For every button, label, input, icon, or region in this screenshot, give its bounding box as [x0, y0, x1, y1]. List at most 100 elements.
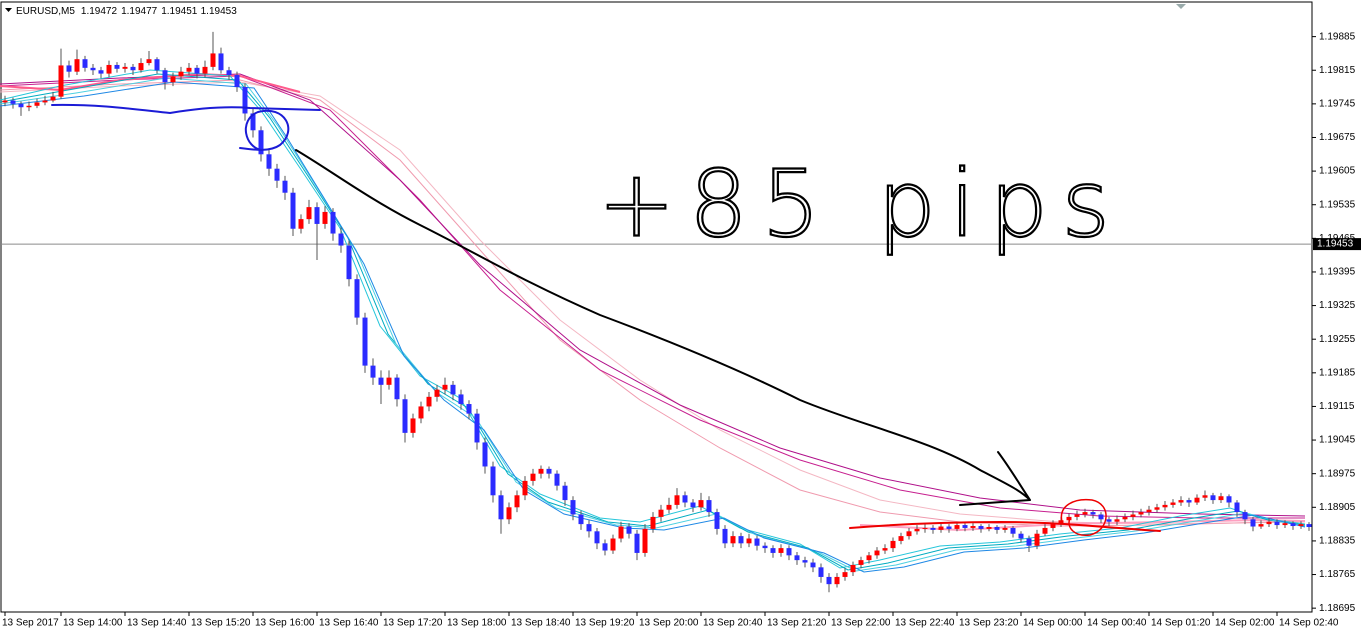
candle-body — [706, 500, 712, 513]
candle-body — [906, 531, 912, 537]
candle-body — [26, 105, 32, 108]
candle-body — [434, 389, 440, 397]
candle-body — [450, 384, 456, 395]
candle-body — [650, 516, 656, 529]
candle-body — [738, 536, 744, 544]
candle-body — [562, 485, 568, 501]
shift-marker — [1176, 4, 1186, 9]
candle-body — [746, 538, 752, 544]
candle-body — [130, 66, 136, 71]
x-tick-label: 13 Sep 15:20 — [191, 618, 251, 629]
ma-line — [0, 72, 301, 93]
y-tick-label: 1.19185 — [1319, 367, 1356, 378]
candle-body — [498, 495, 504, 520]
candle-body — [898, 536, 904, 541]
candle-body — [682, 495, 688, 503]
candle-body — [466, 404, 472, 414]
header-arrow — [5, 8, 12, 12]
hand-circle — [239, 109, 290, 151]
candle-body — [1194, 497, 1200, 503]
candle-body — [418, 406, 424, 419]
candles — [2, 31, 1312, 593]
candle-body — [570, 500, 576, 515]
candle-body — [1138, 512, 1144, 515]
candle-body — [530, 473, 536, 481]
candle-body — [1226, 496, 1232, 503]
candle-body — [330, 211, 336, 234]
y-tick-label: 1.18905 — [1319, 502, 1356, 513]
candle-body — [1026, 538, 1032, 546]
candle-body — [586, 524, 592, 532]
candle-body — [618, 526, 624, 539]
candle-body — [818, 567, 824, 577]
candle-body — [386, 377, 392, 385]
candle-body — [786, 548, 792, 556]
candle-body — [1218, 496, 1224, 501]
candle-body — [666, 504, 672, 510]
candle-body — [546, 468, 552, 474]
candle-body — [642, 528, 648, 553]
y-tick-label: 1.18975 — [1319, 468, 1356, 479]
candle-body — [410, 418, 416, 433]
candle-body — [378, 377, 384, 385]
header-close: 1.19453 — [201, 6, 238, 17]
candle-body — [66, 65, 72, 72]
candle-body — [34, 102, 40, 106]
candle-body — [1106, 519, 1112, 522]
candle-body — [402, 399, 408, 433]
candle-body — [266, 154, 272, 169]
x-tick-label: 13 Sep 17:20 — [383, 618, 443, 629]
candle-body — [1274, 521, 1280, 526]
x-tick-label: 13 Sep 19:20 — [575, 618, 635, 629]
candle-body — [954, 525, 960, 529]
x-tick-label: 13 Sep 18:40 — [511, 618, 571, 629]
candle-body — [290, 192, 296, 229]
header-open: 1.19472 — [81, 6, 118, 17]
candle-body — [50, 96, 56, 101]
header-high: 1.19477 — [121, 6, 158, 17]
candle-body — [522, 480, 528, 496]
candle-body — [98, 70, 104, 74]
candle-body — [122, 66, 128, 69]
candle-body — [698, 500, 704, 508]
candle-body — [1098, 514, 1104, 520]
candle-body — [1258, 524, 1264, 527]
candle-body — [306, 207, 312, 220]
candle-body — [810, 562, 816, 568]
candle-body — [162, 70, 168, 83]
candle-body — [754, 538, 760, 546]
candle-body — [1170, 502, 1176, 505]
price-label: 1.19453 — [1317, 239, 1354, 250]
candle-body — [258, 130, 264, 155]
ma-line — [0, 79, 1306, 527]
candle-body — [1146, 509, 1152, 513]
candle-body — [1034, 533, 1040, 546]
candle-body — [250, 113, 256, 131]
candle-body — [178, 71, 184, 77]
x-tick-label: 13 Sep 2017 — [2, 618, 59, 629]
candle-body — [946, 526, 952, 529]
x-tick-label: 13 Sep 23:20 — [959, 618, 1019, 629]
candle-body — [322, 211, 328, 224]
candle-body — [282, 180, 288, 193]
hand-drawing — [51, 103, 1161, 537]
candle-body — [770, 548, 776, 553]
candle-body — [490, 466, 496, 496]
candle-body — [658, 509, 664, 517]
y-tick-label: 1.19255 — [1319, 334, 1356, 345]
candle-body — [298, 219, 304, 229]
ma-line — [0, 75, 1305, 519]
x-tick-label: 13 Sep 16:40 — [319, 618, 379, 629]
candle-body — [1234, 502, 1240, 513]
candle-body — [1242, 512, 1248, 520]
candle-body — [1050, 524, 1056, 528]
x-tick-label: 14 Sep 00:40 — [1087, 618, 1147, 629]
hand-line — [51, 103, 321, 114]
candle-body — [218, 53, 224, 71]
candle-body — [1042, 527, 1048, 534]
y-tick-label: 1.19885 — [1319, 31, 1356, 42]
y-tick-label: 1.19745 — [1319, 99, 1356, 110]
candle-body — [506, 507, 512, 520]
candle-body — [82, 59, 88, 68]
candle-body — [922, 527, 928, 529]
